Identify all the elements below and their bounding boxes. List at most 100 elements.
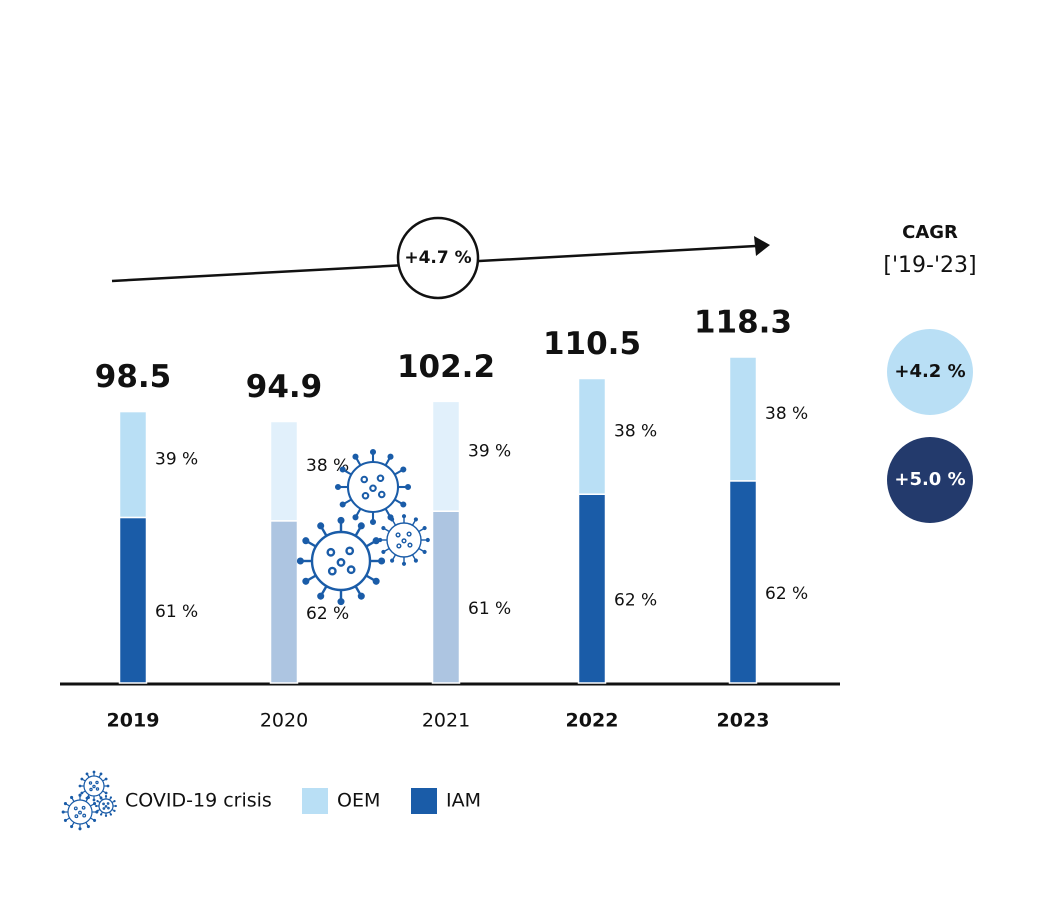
virus-dot xyxy=(107,806,110,810)
virus-dot xyxy=(88,781,93,785)
virus-tip xyxy=(92,802,97,806)
x-tick-label: 2022 xyxy=(566,710,619,732)
segment-label: 62 % xyxy=(765,584,808,604)
virus-tip xyxy=(381,526,386,531)
virus-tip xyxy=(352,453,359,460)
virus-tip xyxy=(381,549,386,554)
virus-tip xyxy=(296,557,304,565)
legend-label: OEM xyxy=(337,790,380,812)
segment-label: 38 % xyxy=(614,421,657,441)
virus-tip xyxy=(413,558,418,563)
virus-tip xyxy=(104,795,108,798)
virus-tip xyxy=(425,537,430,543)
virus-tip xyxy=(390,517,395,522)
legend-label: COVID-19 crisis xyxy=(125,790,272,812)
total-label: 118.3 xyxy=(694,305,792,341)
virus-body xyxy=(310,530,372,592)
virus-tip xyxy=(390,558,395,563)
virus-dot xyxy=(92,784,96,789)
virus-dot xyxy=(361,491,370,500)
cagr-title: CAGR xyxy=(902,222,958,243)
virus-dot xyxy=(106,802,110,805)
virus-tip xyxy=(114,804,117,808)
virus-tip xyxy=(339,466,346,473)
virus-dot xyxy=(377,490,386,499)
virus-icon xyxy=(334,448,412,526)
segment-label: 61 % xyxy=(468,599,511,619)
virus-tip xyxy=(422,526,427,531)
virus-tip xyxy=(86,795,90,800)
virus-dot xyxy=(407,542,413,548)
virus-tip xyxy=(302,537,310,545)
virus-tip xyxy=(302,577,310,585)
virus-tip xyxy=(357,592,365,600)
virus-dot xyxy=(346,565,356,575)
virus-dot xyxy=(395,532,401,538)
x-tick-label: 2023 xyxy=(717,710,770,732)
virus-dot xyxy=(336,558,346,567)
virus-tip xyxy=(92,798,96,802)
virus-dot xyxy=(369,484,377,493)
virus-tip xyxy=(109,796,113,799)
virus-tip xyxy=(400,501,407,508)
virus-dot xyxy=(376,474,385,483)
virus-body xyxy=(346,460,400,514)
virus-tip xyxy=(337,598,345,606)
total-label: 94.9 xyxy=(246,369,323,405)
virus-icon xyxy=(378,514,430,566)
virus-tip xyxy=(104,777,108,781)
total-label: 98.5 xyxy=(95,359,172,395)
x-tick-label: 2019 xyxy=(107,710,160,732)
virus-tip xyxy=(95,804,98,808)
legend-label: IAM xyxy=(446,790,481,812)
bar-segment xyxy=(431,510,461,684)
x-tick-label: 2020 xyxy=(260,710,308,732)
virus-dot xyxy=(396,543,402,549)
virus-dot xyxy=(81,805,86,810)
segment-label: 39 % xyxy=(155,449,198,469)
trend-circle xyxy=(396,216,480,300)
virus-tip xyxy=(70,795,74,800)
virus-dot xyxy=(73,806,78,811)
virus-tip xyxy=(357,522,365,530)
virus-dot xyxy=(95,787,100,791)
bar-segment xyxy=(269,420,299,522)
virus-dot xyxy=(360,475,369,484)
virus-tip xyxy=(104,814,108,817)
virus-dot xyxy=(104,804,108,808)
virus-tip xyxy=(413,517,418,522)
virus-dot xyxy=(345,546,355,556)
virus-dot xyxy=(102,807,106,810)
virus-tip xyxy=(70,824,74,829)
virus-dot xyxy=(327,566,337,576)
virus-tip xyxy=(99,772,103,776)
total-label: 110.5 xyxy=(543,326,641,362)
segment-label: 61 % xyxy=(155,602,198,622)
virus-tip xyxy=(61,810,65,814)
cagr-circle xyxy=(887,329,973,415)
virus-icon xyxy=(296,516,386,606)
virus-icon xyxy=(95,795,117,817)
bar-segment xyxy=(577,377,607,495)
bar-segment xyxy=(269,520,299,684)
virus-tip xyxy=(378,557,386,565)
virus-tip xyxy=(339,501,346,508)
virus-dot xyxy=(78,810,82,815)
virus-dot xyxy=(89,787,93,792)
virus-tip xyxy=(387,453,394,460)
virus-tip xyxy=(337,516,345,524)
virus-tip xyxy=(317,522,325,530)
virus-tip xyxy=(92,770,96,774)
virus-tip xyxy=(96,799,99,803)
virus-tip xyxy=(372,577,380,585)
virus-dot xyxy=(102,802,105,806)
virus-tip xyxy=(63,818,68,822)
virus-tip xyxy=(401,514,407,519)
virus-tip xyxy=(352,514,359,521)
virus-tip xyxy=(401,561,407,566)
segment-label: 39 % xyxy=(468,441,511,461)
bar-segment xyxy=(118,410,148,519)
virus-tip xyxy=(369,448,377,456)
